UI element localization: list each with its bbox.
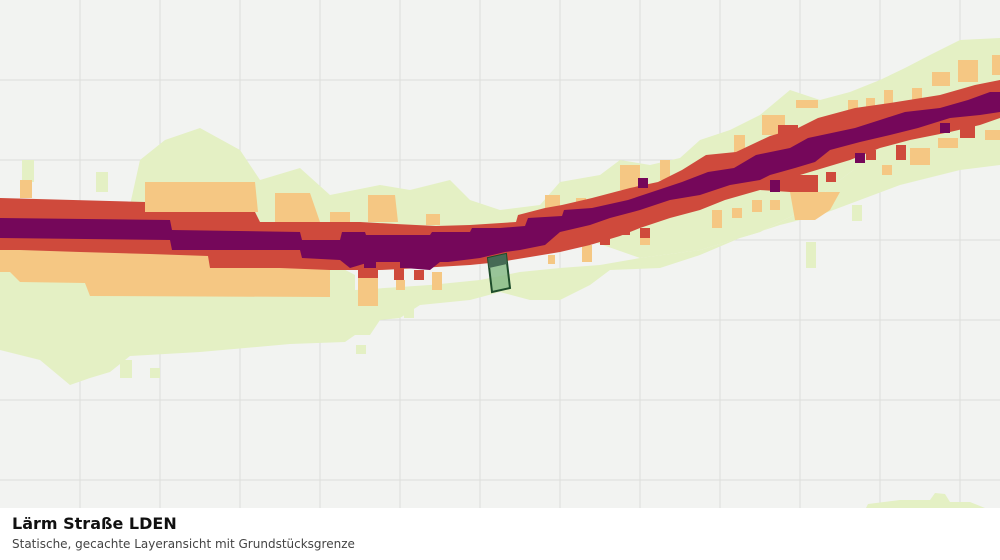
parcel-boundary[interactable]: [486, 252, 512, 294]
noise-map-canvas[interactable]: [0, 0, 1000, 508]
layer-title: Lärm Straße LDEN: [12, 514, 177, 533]
layer-subtitle: Statische, gecachte Layeransicht mit Gru…: [12, 537, 355, 551]
noise-band-very-high: [0, 92, 1000, 270]
map-view[interactable]: [0, 0, 1000, 508]
layer-info-bar: Lärm Straße LDEN Statische, gecachte Lay…: [0, 508, 1000, 560]
